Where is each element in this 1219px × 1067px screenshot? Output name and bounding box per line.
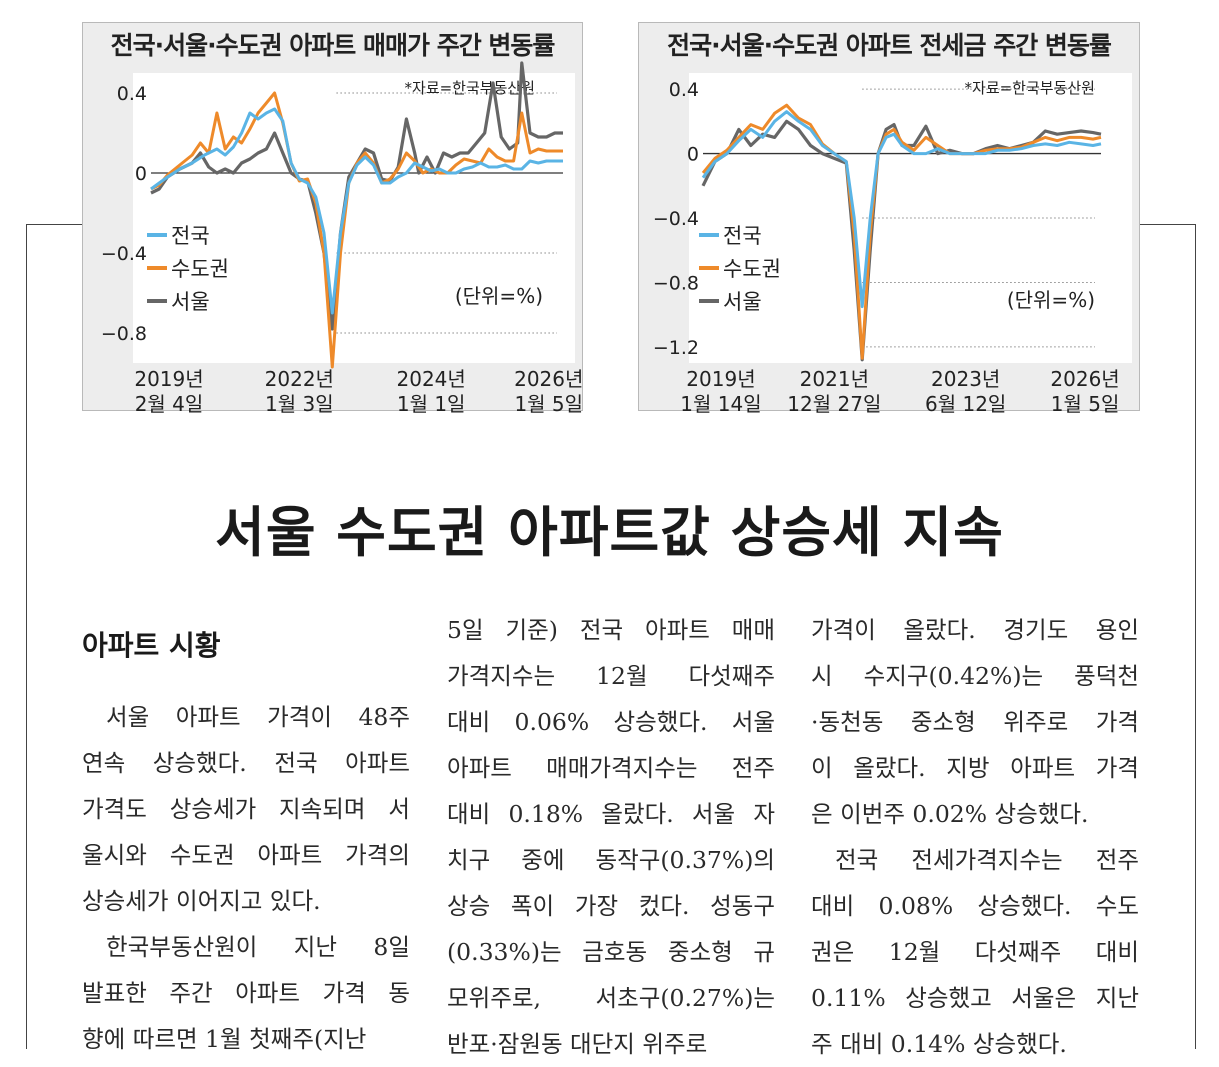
y-tick-label: 0 xyxy=(135,163,147,185)
article-line: 대비 0.06% 상승했다. 서울 xyxy=(447,708,775,736)
article-line: 가격이 올랐다. 경기도 용인 xyxy=(811,616,1139,644)
y-tick-label: 0.4 xyxy=(669,79,699,101)
x-tick-label: 6월 12일 xyxy=(925,392,1006,416)
x-tick-label: 12월 27일 xyxy=(787,392,881,416)
article-line: 연속 상승했다. 전국 아파트 xyxy=(82,749,410,777)
y-tick-label: 0 xyxy=(687,144,699,166)
x-tick-label: 2026년 xyxy=(1050,367,1119,391)
y-tick-label: −0.4 xyxy=(101,243,147,265)
series-line-seoul xyxy=(150,61,563,331)
frame-left-horizontal xyxy=(26,224,82,225)
y-tick-label: −0.4 xyxy=(653,208,699,230)
y-tick-label: −0.8 xyxy=(101,323,147,345)
article-line: 권은 12월 다섯째주 대비 xyxy=(811,938,1139,966)
frame-left-vertical xyxy=(26,224,27,1049)
article-line: 한국부동산원이 지난 8일 xyxy=(106,933,410,961)
article-line: 0.11% 상승했고 서울은 지난 xyxy=(811,984,1139,1012)
series-line-capital-area xyxy=(150,91,563,369)
series-line-seoul xyxy=(701,119,1102,362)
article-line: 대비 0.18% 올랐다. 서울 자 xyxy=(447,800,775,828)
article-line: 5일 기준) 전국 아파트 매매 xyxy=(447,616,775,644)
chart-title: 전국·서울·수도권 아파트 전세금 주간 변동률 xyxy=(667,31,1112,60)
plot-area xyxy=(133,73,575,363)
article-line: 주 대비 0.14% 상승했다. xyxy=(811,1030,1067,1058)
series-line-capital-area xyxy=(701,103,1102,360)
x-tick-label: 1월 1일 xyxy=(397,392,466,416)
article-line: 상승세가 이어지고 있다. xyxy=(82,887,321,915)
article-line: 은 이번주 0.02% 상승했다. xyxy=(811,800,1089,828)
legend-label: 전국 xyxy=(723,224,762,248)
y-tick-label: −0.8 xyxy=(653,272,699,294)
source-note: *자료=한국부동산원 xyxy=(405,79,535,97)
article-line: 아파트 매매가격지수는 전주 xyxy=(447,754,775,782)
x-tick-label: 1월 14일 xyxy=(680,392,761,416)
legend-label: 수도권 xyxy=(171,257,229,281)
x-tick-label: 2026년 xyxy=(514,367,583,391)
x-tick-label: 1월 3일 xyxy=(265,392,334,416)
article-line: 상승 폭이 가장 컸다. 성동구 xyxy=(447,892,775,920)
article-line: 가격도 상승세가 지속되며 서 xyxy=(82,795,410,823)
series-line-national xyxy=(701,110,1102,309)
article-line: 이 올랐다. 지방 아파트 가격 xyxy=(811,754,1139,782)
article-line: (0.33%)는 금호동 중소형 규 xyxy=(447,938,775,966)
article-line: 전국 전세가격지수는 전주 xyxy=(835,846,1139,874)
y-tick-label: −1.2 xyxy=(653,337,699,359)
article-line: 반포·잠원동 대단지 위주로 xyxy=(447,1030,708,1058)
legend-label: 서울 xyxy=(723,290,762,314)
y-tick-label: 0.4 xyxy=(117,83,147,105)
article-line: 울시와 수도권 아파트 가격의 xyxy=(82,841,410,869)
legend-label: 수도권 xyxy=(723,257,781,281)
article-line: 향에 따르면 1월 첫째주(지난 xyxy=(82,1025,367,1053)
x-tick-label: 2019년 xyxy=(686,367,755,391)
x-tick-label: 1월 5일 xyxy=(514,392,583,416)
x-tick-label: 2021년 xyxy=(800,367,869,391)
unit-label: (단위=%) xyxy=(455,284,543,308)
frame-right-vertical xyxy=(1195,224,1196,1049)
article-line: 시 수지구(0.42%)는 풍덕천 xyxy=(811,662,1139,690)
jeonse-chart: 전국·서울·수도권 아파트 전세금 주간 변동률 0.4 0 −0.4 −0.8 −1.… xyxy=(638,22,1140,416)
source-note: *자료=한국부동산원 xyxy=(965,79,1095,97)
series-line-national xyxy=(150,107,563,315)
x-tick-label: 2월 4일 xyxy=(135,392,204,416)
article-line: 서울 아파트 가격이 48주 xyxy=(106,703,410,731)
x-tick-label: 2023년 xyxy=(931,367,1000,391)
article-line: 치구 중에 동작구(0.37%)의 xyxy=(447,846,775,874)
x-tick-label: 2019년 xyxy=(134,367,203,391)
section-title: 아파트 시황 xyxy=(82,629,221,662)
sale-price-chart: 전국·서울·수도권 아파트 매매가 주간 변동률 0.4 0 −0.4 −0.8 *자료… xyxy=(82,22,583,416)
x-tick-label: 1월 5일 xyxy=(1051,392,1120,416)
article-line: 발표한 주간 아파트 가격 동 xyxy=(82,979,410,1007)
article-line: 가격지수는 12월 다섯째주 xyxy=(447,662,775,690)
x-tick-label: 2022년 xyxy=(265,367,334,391)
headline: 서울 수도권 아파트값 상승세 지속 xyxy=(215,500,1004,564)
chart-title: 전국·서울·수도권 아파트 매매가 주간 변동률 xyxy=(110,31,556,60)
article-line: ·동천동 중소형 위주로 가격 xyxy=(811,708,1139,736)
frame-right-horizontal xyxy=(1140,224,1196,225)
legend-label: 서울 xyxy=(171,290,210,314)
x-tick-label: 2024년 xyxy=(397,367,466,391)
legend-label: 전국 xyxy=(171,224,210,248)
article-line: 대비 0.08% 상승했다. 수도 xyxy=(811,892,1139,920)
unit-label: (단위=%) xyxy=(1007,288,1095,312)
article-line: 모위주로, 서초구(0.27%)는 xyxy=(447,984,775,1012)
